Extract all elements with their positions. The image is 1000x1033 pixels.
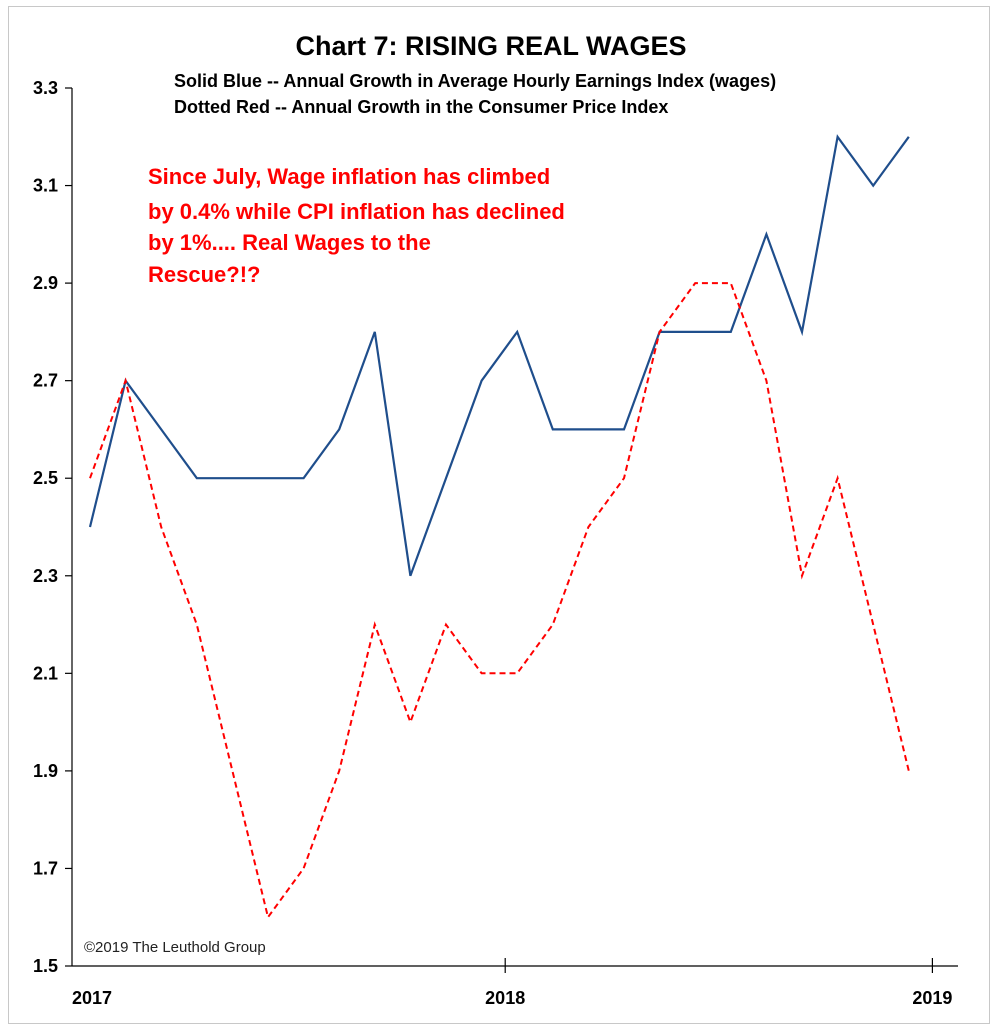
y-tick-label: 1.5 [33, 956, 58, 976]
annotation-line-2: by 0.4% while CPI inflation has declined [148, 199, 565, 224]
cpi-growth-line [89, 282, 910, 920]
y-tick-label: 2.1 [33, 663, 58, 683]
y-tick-label: 2.5 [33, 468, 58, 488]
chart-title: Chart 7: RISING REAL WAGES [295, 31, 686, 61]
x-tick-label: 2017 [72, 988, 112, 1008]
x-tick-label: 2019 [912, 988, 952, 1008]
annotation-line-4: Rescue?!? [148, 262, 260, 287]
y-axis-ticks: 1.5 1.7 1.9 2.1 2.3 2.5 2.7 2.9 3.1 3.3 [33, 78, 72, 976]
y-tick-label: 2.7 [33, 371, 58, 391]
y-tick-label: 2.9 [33, 273, 58, 293]
axes [71, 88, 958, 967]
annotation-line-3: by 1%.... Real Wages to the [148, 230, 431, 255]
chart-frame [8, 6, 990, 1024]
wage-growth-line [88, 134, 910, 577]
y-tick-label: 1.7 [33, 858, 58, 878]
annotation-line-1: Since July, Wage inflation has climbed [148, 164, 550, 189]
x-tick-label: 2018 [485, 988, 525, 1008]
chart-subtitle-line-2: Dotted Red -- Annual Growth in the Consu… [174, 97, 668, 117]
y-tick-label: 1.9 [33, 761, 58, 781]
copyright-note: ©2019 The Leuthold Group [84, 939, 266, 956]
chart-subtitle-line-1: Solid Blue -- Annual Growth in Average H… [174, 71, 776, 91]
x-axis-ticks: 2017 2018 2019 [72, 958, 952, 1008]
y-tick-label: 3.1 [33, 176, 58, 196]
y-tick-label: 3.3 [33, 78, 58, 98]
series-layer [88, 134, 910, 920]
y-tick-label: 2.3 [33, 566, 58, 586]
